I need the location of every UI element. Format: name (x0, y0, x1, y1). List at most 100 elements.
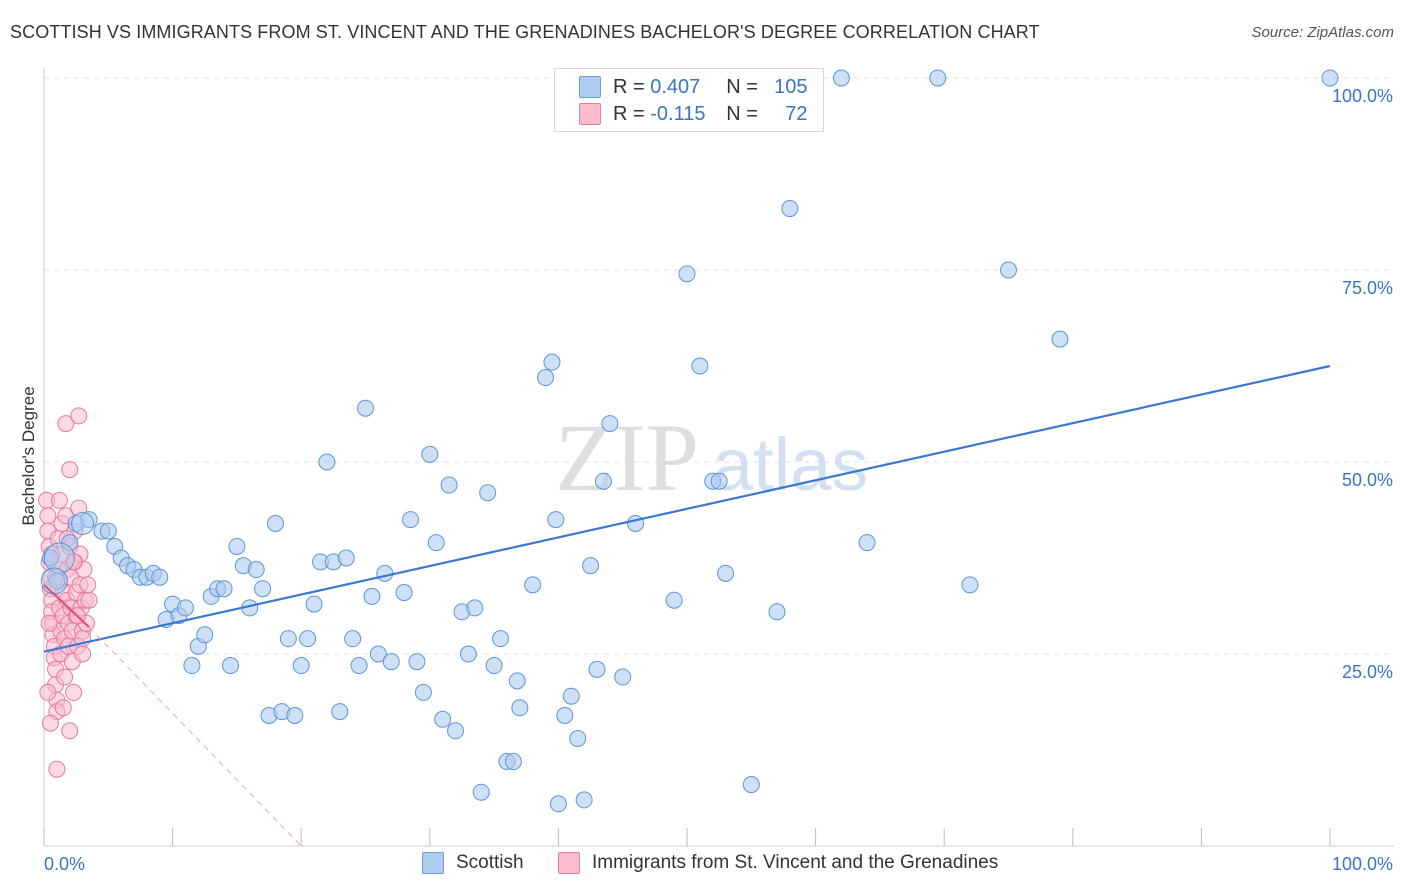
data-point-scottish (183, 657, 201, 675)
bottom-swatch-pink (558, 852, 580, 874)
legend-r-value: -0.115 (650, 102, 706, 125)
data-point-scottish (549, 795, 567, 813)
data-point-scottish (286, 706, 304, 724)
data-point-scottish (691, 357, 709, 375)
trend-line-immigrants (43, 584, 90, 628)
data-point-scottish (524, 576, 542, 594)
legend-r-value: 0.407 (650, 75, 701, 98)
grid-lines (44, 77, 1394, 655)
data-point-scottish (414, 683, 432, 701)
data-point-scottish (717, 564, 735, 582)
y-tick-label: 50.0% (1342, 470, 1393, 490)
legend-r-label: R = (613, 75, 645, 98)
data-point-scottish (71, 511, 95, 535)
data-point-scottish (665, 591, 683, 609)
bottom-legend-immigrants: Immigrants from St. Vincent and the Gren… (558, 852, 998, 874)
data-point-scottish (151, 568, 169, 586)
data-point-scottish (247, 561, 265, 579)
data-point-immigrants (39, 683, 57, 701)
data-point-scottish (1000, 261, 1017, 279)
data-point-scottish (961, 576, 979, 594)
legend-n-value: 72 (785, 102, 808, 125)
data-point-scottish (472, 783, 490, 801)
trend-extension-immigrants (88, 626, 302, 847)
correlation-legend: R = 0.407 N = 105 R = -0.115 N = 72 (554, 68, 824, 132)
data-point-immigrants (61, 461, 79, 479)
data-point-scottish (504, 753, 522, 771)
data-point-immigrants (40, 614, 58, 632)
data-point-scottish (376, 564, 394, 582)
data-point-scottish (254, 580, 272, 598)
x-tick-label: 0.0% (44, 854, 85, 874)
legend-n-label: N = (726, 102, 758, 125)
data-point-scottish (575, 791, 593, 809)
data-point-scottish (547, 511, 565, 529)
x-tick-label: 100.0% (1332, 854, 1393, 874)
bottom-legend-label: Immigrants from St. Vincent and the Gren… (592, 852, 999, 873)
data-point-scottish (305, 595, 323, 613)
data-point-scottish (588, 660, 606, 678)
data-point-immigrants (56, 668, 74, 686)
data-point-immigrants (61, 722, 79, 740)
data-point-scottish (537, 369, 555, 387)
data-point-scottish (279, 630, 297, 648)
data-point-scottish (1051, 330, 1069, 348)
data-point-scottish (1321, 69, 1339, 87)
data-point-scottish (479, 484, 497, 502)
data-point-immigrants (74, 645, 92, 663)
y-tick-label: 25.0% (1342, 662, 1393, 682)
bottom-legend-scottish: Scottish (422, 852, 524, 874)
watermark-zip: ZIP (555, 404, 699, 511)
tick-labels: 25.0% 50.0% 75.0% 100.0% 0.0% 100.0% (44, 86, 1393, 874)
data-point-scottish (511, 699, 529, 717)
data-point-scottish (562, 687, 580, 705)
watermark-atlas: atlas (712, 423, 868, 506)
data-point-scottish (781, 200, 799, 218)
data-point-scottish (408, 653, 426, 671)
data-point-scottish (402, 511, 420, 529)
data-point-scottish (337, 549, 355, 567)
data-point-immigrants (80, 591, 98, 609)
data-point-scottish (459, 645, 477, 663)
data-point-scottish (299, 630, 317, 648)
data-point-scottish (318, 453, 336, 471)
data-point-scottish (492, 630, 510, 648)
data-point-scottish (858, 534, 876, 552)
data-point-scottish (40, 567, 68, 595)
data-point-scottish (466, 599, 484, 617)
data-point-scottish (434, 710, 452, 728)
data-point-immigrants (54, 699, 72, 717)
legend-row-scottish: R = 0.407 N = 105 (579, 74, 808, 100)
data-point-scottish (768, 603, 786, 621)
data-point-immigrants (79, 576, 97, 594)
data-point-scottish (614, 668, 632, 686)
data-point-scottish (363, 587, 381, 605)
data-point-scottish (543, 353, 561, 371)
data-point-immigrants (65, 683, 83, 701)
series-scottish-points (40, 69, 1339, 813)
legend-n-label: N = (726, 75, 758, 98)
data-point-scottish (421, 445, 439, 463)
data-point-scottish (508, 672, 526, 690)
data-point-scottish (221, 657, 239, 675)
data-point-scottish (601, 415, 619, 433)
data-point-scottish (556, 706, 574, 724)
data-point-immigrants (41, 714, 59, 732)
data-point-scottish (331, 703, 349, 721)
data-point-scottish (485, 657, 503, 675)
axes (43, 68, 1394, 847)
data-point-scottish (929, 69, 947, 87)
y-axis-label: Bachelor's Degree (19, 386, 38, 525)
legend-swatch-blue (579, 76, 601, 98)
y-tick-label: 75.0% (1342, 278, 1393, 298)
source-label: Source: ZipAtlas.com (1251, 24, 1394, 41)
watermark: ZIP atlas (555, 404, 868, 511)
data-point-scottish (357, 399, 374, 417)
data-point-scottish (569, 729, 587, 747)
data-point-immigrants (70, 407, 88, 425)
data-point-scottish (350, 657, 368, 675)
data-point-scottish (196, 626, 214, 644)
data-point-immigrants (50, 491, 68, 509)
y-tick-label: 100.0% (1332, 86, 1393, 106)
